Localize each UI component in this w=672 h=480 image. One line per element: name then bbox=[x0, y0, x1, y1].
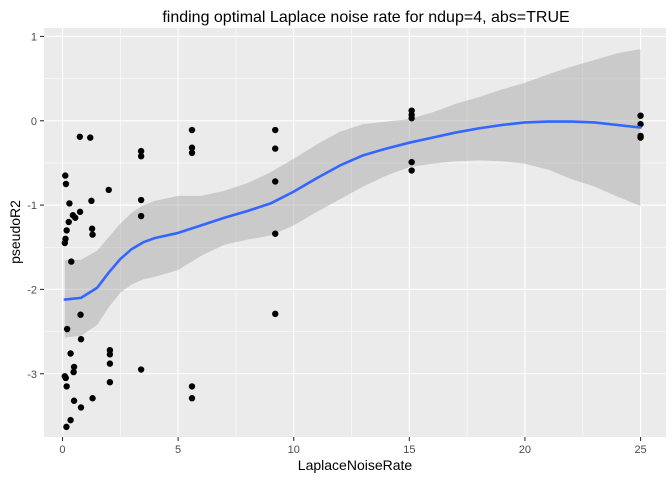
y-axis-title: pseudoR2 bbox=[7, 200, 23, 264]
data-point bbox=[63, 227, 70, 234]
data-point bbox=[89, 231, 96, 238]
data-point bbox=[137, 196, 145, 204]
x-tick-label: 10 bbox=[288, 444, 300, 456]
data-point bbox=[637, 134, 644, 141]
data-point bbox=[65, 218, 72, 226]
data-point bbox=[67, 416, 74, 424]
data-point bbox=[70, 397, 78, 404]
smooth-trend bbox=[63, 120, 642, 301]
y-tick-label: -1 bbox=[27, 200, 37, 212]
data-point bbox=[88, 197, 95, 205]
data-point bbox=[272, 126, 279, 134]
data-point bbox=[272, 178, 279, 185]
data-point bbox=[70, 363, 78, 371]
data-points bbox=[61, 107, 644, 431]
data-point bbox=[637, 120, 644, 128]
data-point bbox=[62, 235, 69, 243]
data-point bbox=[137, 152, 145, 160]
data-point bbox=[62, 374, 69, 382]
data-point bbox=[66, 200, 73, 207]
data-point bbox=[408, 167, 415, 174]
chart-title: finding optimal Laplace noise rate for n… bbox=[162, 9, 569, 26]
y-tick-label: -2 bbox=[27, 284, 37, 296]
data-point bbox=[637, 112, 644, 119]
data-point bbox=[408, 115, 415, 122]
smooth-line bbox=[63, 120, 642, 301]
x-tick-label: 20 bbox=[519, 444, 531, 456]
data-point bbox=[72, 214, 79, 221]
data-point bbox=[137, 366, 145, 373]
confidence-band-area bbox=[64, 49, 641, 338]
data-point bbox=[272, 310, 279, 318]
plot-panel bbox=[44, 28, 666, 437]
data-point bbox=[137, 212, 145, 220]
x-tick-label: 25 bbox=[634, 444, 646, 456]
y-axis-ticks: 1 0 -1 -2 -3 bbox=[27, 31, 44, 381]
x-axis-title: LaplaceNoiseRate bbox=[298, 457, 413, 473]
data-point bbox=[68, 258, 75, 265]
data-point bbox=[63, 423, 70, 431]
data-point bbox=[188, 383, 196, 390]
data-point bbox=[77, 335, 85, 343]
data-point bbox=[188, 395, 196, 402]
data-point bbox=[188, 144, 196, 151]
data-point bbox=[70, 368, 77, 376]
confidence-band bbox=[64, 49, 641, 338]
data-point bbox=[106, 378, 114, 386]
data-point bbox=[77, 404, 85, 411]
data-point bbox=[77, 311, 84, 318]
data-point bbox=[272, 230, 279, 237]
y-tick-label: 1 bbox=[31, 31, 37, 43]
x-tick-label: 5 bbox=[175, 444, 181, 456]
x-axis-ticks: 0 5 10 15 20 25 bbox=[59, 437, 647, 456]
y-tick-label: 0 bbox=[31, 116, 37, 128]
data-point bbox=[137, 147, 145, 155]
y-tick-label: -3 bbox=[27, 369, 37, 381]
data-point bbox=[188, 149, 196, 157]
x-tick-label: 0 bbox=[59, 444, 65, 456]
data-point bbox=[76, 208, 84, 216]
data-point bbox=[106, 351, 114, 358]
data-point bbox=[63, 325, 71, 333]
data-point bbox=[106, 360, 114, 367]
data-point bbox=[62, 180, 70, 188]
data-point bbox=[67, 350, 74, 357]
data-point bbox=[87, 134, 94, 141]
data-point bbox=[272, 145, 279, 152]
data-point bbox=[63, 383, 70, 390]
data-point bbox=[76, 133, 84, 140]
x-tick-label: 15 bbox=[403, 444, 415, 456]
data-point bbox=[408, 158, 415, 166]
data-point bbox=[188, 126, 196, 134]
data-point bbox=[105, 186, 112, 194]
data-point bbox=[89, 395, 96, 402]
data-point bbox=[62, 172, 69, 179]
data-point bbox=[88, 225, 96, 232]
